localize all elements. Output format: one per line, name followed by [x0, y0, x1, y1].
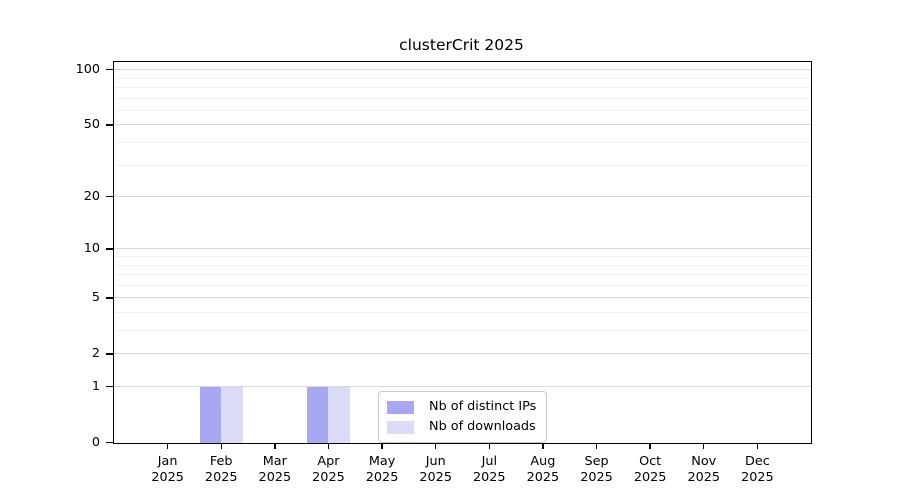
- y-tick-label: 0: [91, 434, 100, 450]
- minor-gridline: [114, 256, 811, 258]
- x-tick-yearline: 2025: [151, 469, 184, 485]
- legend-swatch-downloads: [387, 420, 414, 434]
- x-tick-month: Apr: [317, 453, 340, 469]
- x-tick-yearline: 2025: [204, 469, 238, 485]
- major-gridline: [114, 297, 811, 299]
- x-tick-month: May: [368, 453, 396, 469]
- bar-apr-distinct-ips: [307, 386, 329, 443]
- x-tick-label: Dec 2025: [727, 454, 787, 486]
- major-gridline: [114, 248, 811, 250]
- x-tick: [595, 442, 598, 449]
- minor-gridline: [114, 77, 811, 79]
- y-tick-label: 2: [91, 345, 100, 361]
- x-tick: [220, 442, 222, 449]
- x-tick-label: Mar 2025: [245, 454, 305, 486]
- y-tick: [106, 248, 113, 250]
- x-tick-month: Mar: [262, 453, 287, 469]
- bar-feb-downloads: [221, 386, 243, 443]
- y-tick: [106, 124, 113, 126]
- x-tick-month: Jan: [157, 453, 178, 469]
- x-tick-label: Jun 2025: [406, 454, 466, 486]
- plot-area: 0 1 2 5 10 20 50 100 Jan 2025 Feb 2025 Mar 2025 Apr 202…: [76, 60, 812, 485]
- x-tick-label: Apr 2025: [298, 454, 358, 486]
- minor-gridline: [114, 97, 811, 99]
- x-tick: [166, 442, 169, 449]
- x-tick-yearline: 2025: [312, 469, 345, 485]
- x-tick-yearline: 2025: [419, 469, 452, 485]
- y-tick: [106, 441, 113, 444]
- legend-item-downloads: Nb of downloads: [387, 419, 536, 435]
- x-tick-month: Aug: [530, 453, 556, 469]
- x-tick-yearline: 2025: [687, 469, 721, 485]
- x-tick-month: Jul: [481, 453, 498, 469]
- x-tick: [274, 442, 276, 449]
- minor-gridline: [114, 312, 811, 314]
- y-tick-label: 5: [91, 289, 100, 305]
- y-tick-label: 50: [83, 116, 100, 132]
- x-tick-yearline: 2025: [473, 469, 506, 485]
- minor-gridline: [114, 264, 811, 266]
- x-tick-month: Jun: [425, 453, 446, 469]
- bar-apr-downloads: [328, 386, 350, 443]
- major-gridline: [114, 69, 811, 71]
- legend: Nb of distinct IPs Nb of downloads: [378, 391, 548, 443]
- y-tick-label: 1: [91, 378, 100, 394]
- chart-title: clusterCrit 2025: [399, 36, 524, 54]
- legend-label-distinct-ips: Nb of distinct IPs: [429, 399, 537, 414]
- y-tick: [106, 297, 113, 299]
- y-tick: [106, 353, 113, 355]
- legend-item-distinct-ips: Nb of distinct IPs: [387, 399, 536, 415]
- x-tick-label: Jul 2025: [459, 454, 519, 486]
- x-tick: [327, 442, 330, 449]
- x-tick-month: Nov: [691, 453, 717, 469]
- x-tick-yearline: 2025: [580, 469, 613, 485]
- y-tick-label: 20: [83, 188, 100, 204]
- major-gridline: [114, 124, 811, 126]
- bar-feb-distinct-ips: [199, 386, 222, 443]
- x-tick-label: Oct 2025: [620, 454, 680, 486]
- minor-gridline: [114, 274, 811, 276]
- x-tick-label: Nov 2025: [674, 454, 734, 486]
- x-tick-yearline: 2025: [258, 469, 292, 485]
- x-tick-yearline: 2025: [365, 469, 399, 485]
- x-tick: [488, 442, 490, 449]
- x-tick: [703, 442, 705, 449]
- x-tick: [381, 442, 383, 449]
- major-gridline: [114, 353, 811, 355]
- y-tick-label: 10: [83, 240, 100, 256]
- x-tick: [756, 442, 759, 449]
- x-tick-label: Sep 2025: [567, 454, 627, 486]
- x-tick: [542, 442, 544, 449]
- x-tick-yearline: 2025: [741, 469, 774, 485]
- x-tick-label: Feb 2025: [191, 454, 251, 486]
- x-tick: [649, 442, 651, 449]
- y-tick-label: 100: [75, 61, 100, 77]
- x-tick: [434, 442, 437, 449]
- x-tick-label: Jan 2025: [138, 454, 198, 486]
- x-tick-label: May 2025: [352, 454, 412, 486]
- x-tick-yearline: 2025: [526, 469, 560, 485]
- y-tick: [106, 195, 113, 198]
- minor-gridline: [114, 330, 811, 332]
- x-tick-month: Dec: [744, 453, 770, 469]
- y-tick: [106, 69, 113, 71]
- minor-gridline: [114, 284, 811, 286]
- x-tick-month: Feb: [209, 453, 233, 469]
- x-tick-label: Aug 2025: [513, 454, 573, 486]
- major-gridline: [114, 386, 811, 388]
- x-tick-yearline: 2025: [633, 469, 667, 485]
- legend-label-downloads: Nb of downloads: [429, 419, 536, 434]
- major-gridline: [114, 196, 811, 198]
- minor-gridline: [114, 87, 811, 89]
- minor-gridline: [114, 110, 811, 112]
- x-tick-month: Oct: [639, 453, 662, 469]
- x-tick-month: Sep: [584, 453, 609, 469]
- y-tick: [106, 385, 113, 388]
- minor-gridline: [114, 142, 811, 144]
- legend-swatch-distinct-ips: [387, 400, 414, 414]
- minor-gridline: [114, 164, 811, 166]
